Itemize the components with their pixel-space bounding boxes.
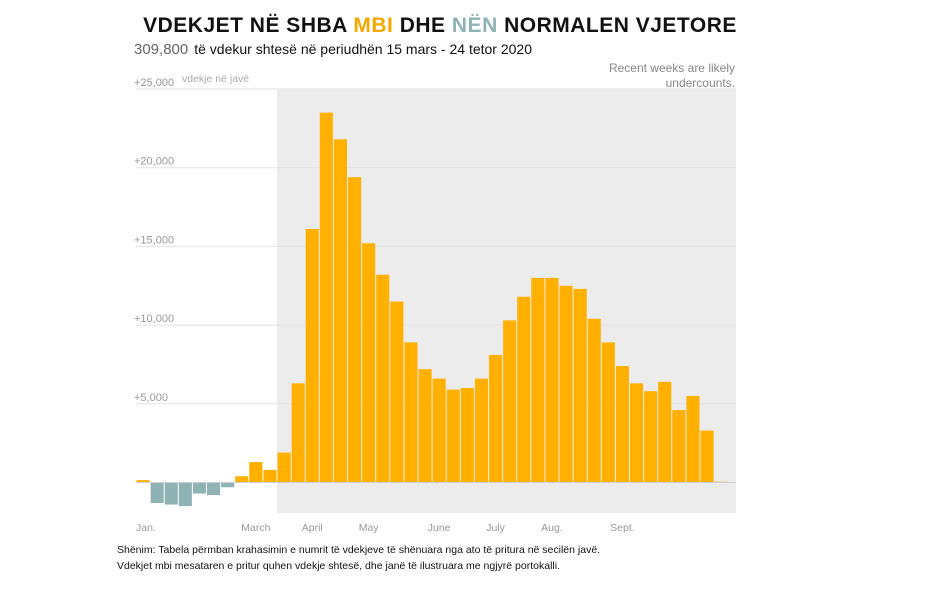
bar — [686, 395, 700, 483]
bar — [545, 277, 559, 483]
bar — [615, 366, 629, 483]
bar — [390, 301, 404, 483]
x-tick-label: Jan. — [136, 522, 156, 534]
bar — [601, 342, 615, 483]
bar — [305, 229, 319, 483]
bar — [263, 469, 277, 483]
x-tick-label: June — [428, 522, 451, 534]
bar — [164, 482, 178, 505]
bar — [517, 296, 531, 483]
chart-title: VDEKJET NË SHBA MBI DHE NËN NORMALEN VJE… — [0, 14, 880, 38]
title-part3: NORMALEN VJETORE — [497, 14, 737, 37]
title-above-word: MBI — [353, 14, 394, 37]
x-tick-label: March — [241, 522, 270, 534]
bar — [178, 482, 192, 507]
bar — [249, 462, 263, 483]
title-part1: VDEKJET NË SHBA — [143, 14, 354, 37]
bar — [531, 277, 545, 483]
bar — [348, 177, 362, 483]
bar — [319, 112, 333, 483]
bar — [474, 378, 488, 483]
bar — [700, 430, 714, 483]
bar — [489, 355, 503, 483]
y-tick-label: +10,000 — [134, 313, 174, 325]
bar — [573, 288, 587, 483]
bar — [376, 274, 390, 483]
footnote-line-1: Shënim: Tabela përmban krahasimin e numr… — [117, 544, 601, 556]
x-tick-label: April — [302, 522, 323, 534]
bar — [333, 139, 347, 483]
y-tick-label: +20,000 — [134, 156, 174, 168]
y-axis-label: vdekje në javë — [182, 73, 249, 85]
y-tick-label: +15,000 — [134, 234, 174, 246]
bar — [559, 285, 573, 483]
bar — [136, 480, 150, 483]
x-tick-label: May — [359, 522, 380, 534]
title-below-word: NËN — [451, 14, 498, 37]
subtitle-text: të vdekur shtesë në periudhën 15 mars - … — [194, 41, 532, 57]
bar — [658, 381, 672, 483]
bar — [460, 388, 474, 483]
chart-footnote: Shënim: Tabela përmban krahasimin e numr… — [117, 542, 600, 574]
bar — [418, 369, 432, 483]
bar — [587, 318, 601, 483]
bar — [207, 482, 221, 496]
bar — [150, 482, 164, 503]
bar — [362, 243, 376, 483]
undercount-note: Recent weeks are likely undercounts. — [608, 61, 735, 90]
bar — [404, 342, 418, 483]
excess-deaths-total: 309,800 — [134, 41, 189, 58]
chart-subtitle: 309,800 të vdekur shtesë në periudhën 15 … — [134, 41, 532, 58]
bar — [672, 410, 686, 483]
footnote-line-2: Vdekjet mbi mesataren e pritur quhen vde… — [117, 560, 560, 572]
x-tick-label: Aug. — [541, 522, 563, 534]
y-tick-label: +5,000 — [134, 392, 168, 404]
x-tick-label: Sept. — [610, 522, 635, 534]
bar — [291, 383, 305, 483]
bar — [192, 482, 206, 494]
bar — [446, 389, 460, 483]
title-part2: DHE — [393, 14, 452, 37]
bar — [221, 482, 235, 488]
bar — [644, 391, 658, 483]
x-tick-label: July — [486, 522, 505, 534]
bar — [432, 378, 446, 483]
y-tick-label: +25,000 — [134, 77, 174, 89]
bar — [503, 320, 517, 483]
bar — [630, 383, 644, 483]
bar — [235, 476, 249, 483]
bar — [277, 452, 291, 483]
